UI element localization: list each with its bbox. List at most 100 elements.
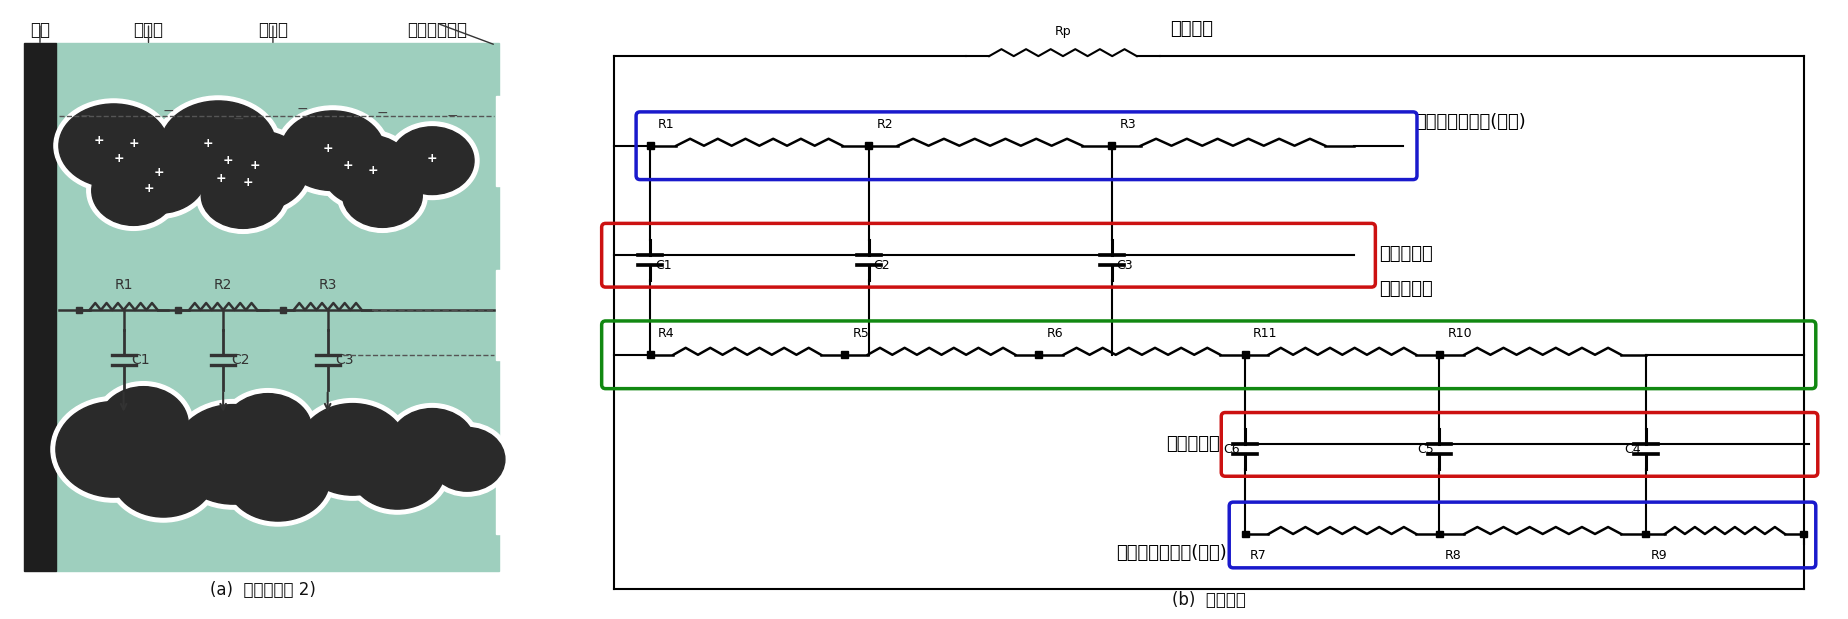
Ellipse shape (168, 400, 298, 509)
Bar (1800, 530, 1807, 537)
Text: R6: R6 (1046, 327, 1063, 340)
Ellipse shape (275, 106, 390, 196)
Bar (647, 142, 654, 149)
Text: −: − (447, 109, 458, 123)
Ellipse shape (342, 163, 421, 227)
Ellipse shape (111, 138, 207, 214)
Bar (24, 43, 55, 571)
Text: +: + (342, 159, 353, 172)
Ellipse shape (94, 382, 194, 467)
Ellipse shape (344, 425, 451, 514)
Ellipse shape (386, 122, 479, 199)
Text: R2: R2 (214, 278, 233, 292)
Text: C5: C5 (1417, 443, 1434, 456)
Text: +: + (113, 152, 124, 165)
Bar (1242, 352, 1249, 358)
Ellipse shape (224, 394, 312, 465)
Ellipse shape (107, 426, 220, 522)
Text: (a)  電極拡大図 2): (a) 電極拡大図 2) (211, 581, 316, 599)
Text: C1: C1 (131, 353, 150, 367)
Text: +: + (203, 137, 214, 150)
Bar (1109, 142, 1114, 149)
Text: (b)  等価回路: (b) 等価回路 (1172, 591, 1246, 608)
Text: +: + (242, 176, 253, 189)
Bar (495, 96, 512, 186)
Text: R2: R2 (876, 118, 893, 131)
Ellipse shape (429, 428, 505, 491)
Ellipse shape (105, 133, 211, 219)
Text: −: − (298, 102, 309, 116)
Bar (495, 444, 512, 534)
Text: 電解液抗抗: 電解液抗抗 (1379, 280, 1432, 298)
Text: R1: R1 (115, 278, 133, 292)
Text: +: + (128, 137, 139, 150)
Text: −: − (377, 106, 388, 120)
Text: R9: R9 (1650, 549, 1667, 562)
Ellipse shape (292, 399, 412, 500)
Text: R4: R4 (658, 327, 675, 340)
Ellipse shape (203, 126, 312, 215)
Text: +: + (427, 152, 438, 165)
Text: 陽極側容量: 陽極側容量 (1379, 245, 1432, 263)
Ellipse shape (87, 150, 181, 230)
Ellipse shape (281, 111, 384, 191)
Text: C3: C3 (336, 353, 355, 367)
Bar (1436, 352, 1443, 358)
Ellipse shape (54, 99, 174, 193)
Ellipse shape (209, 131, 309, 210)
Bar (279, 307, 286, 313)
Text: +: + (368, 164, 377, 177)
Text: R1: R1 (658, 118, 675, 131)
Text: 絶縁抗抗: 絶縁抗抗 (1170, 20, 1212, 38)
Ellipse shape (425, 423, 510, 496)
Text: 電解液: 電解液 (133, 21, 163, 39)
Ellipse shape (338, 158, 427, 232)
Ellipse shape (349, 430, 445, 509)
Bar (1242, 530, 1249, 537)
Text: 活性炭抗抗成分(陰極): 活性炭抗抗成分(陰極) (1116, 544, 1227, 562)
Text: −: − (233, 112, 244, 126)
Ellipse shape (222, 433, 334, 526)
Bar (1436, 530, 1443, 537)
Text: +: + (216, 172, 227, 185)
Text: −: − (79, 109, 92, 123)
Bar (1035, 352, 1042, 358)
Text: C4: C4 (1624, 443, 1641, 456)
Text: R8: R8 (1445, 549, 1462, 562)
Text: R11: R11 (1253, 327, 1277, 340)
Bar (76, 307, 81, 313)
Bar (647, 352, 654, 358)
Text: +: + (224, 154, 233, 167)
Text: R7: R7 (1249, 549, 1268, 562)
Bar (1643, 530, 1650, 537)
Ellipse shape (390, 409, 475, 480)
Text: +: + (153, 166, 164, 179)
Ellipse shape (201, 163, 285, 228)
Bar (865, 142, 872, 149)
Text: +: + (249, 159, 261, 172)
Text: +: + (142, 182, 153, 195)
Ellipse shape (196, 158, 290, 233)
Ellipse shape (298, 404, 407, 495)
Text: C6: C6 (1223, 443, 1240, 456)
Text: R3: R3 (318, 278, 336, 292)
Ellipse shape (59, 104, 168, 188)
Text: 活性炭: 活性炭 (259, 21, 288, 39)
Ellipse shape (98, 387, 188, 462)
Ellipse shape (55, 402, 172, 497)
Bar (841, 352, 848, 358)
Text: R5: R5 (852, 327, 869, 340)
Text: 陰極側容量: 陰極側容量 (1166, 435, 1220, 453)
Text: セパレーター: セパレーター (407, 21, 468, 39)
Text: C2: C2 (231, 353, 249, 367)
Text: C3: C3 (1116, 259, 1133, 272)
Bar (495, 270, 512, 360)
Bar (55, 43, 499, 571)
Text: 活性炭抗抗成分(陽極): 活性炭抗抗成分(陽極) (1416, 113, 1526, 131)
Ellipse shape (390, 127, 475, 194)
Ellipse shape (111, 431, 214, 517)
Text: R10: R10 (1447, 327, 1473, 340)
Ellipse shape (174, 405, 292, 504)
Ellipse shape (318, 130, 418, 212)
Ellipse shape (161, 101, 275, 191)
